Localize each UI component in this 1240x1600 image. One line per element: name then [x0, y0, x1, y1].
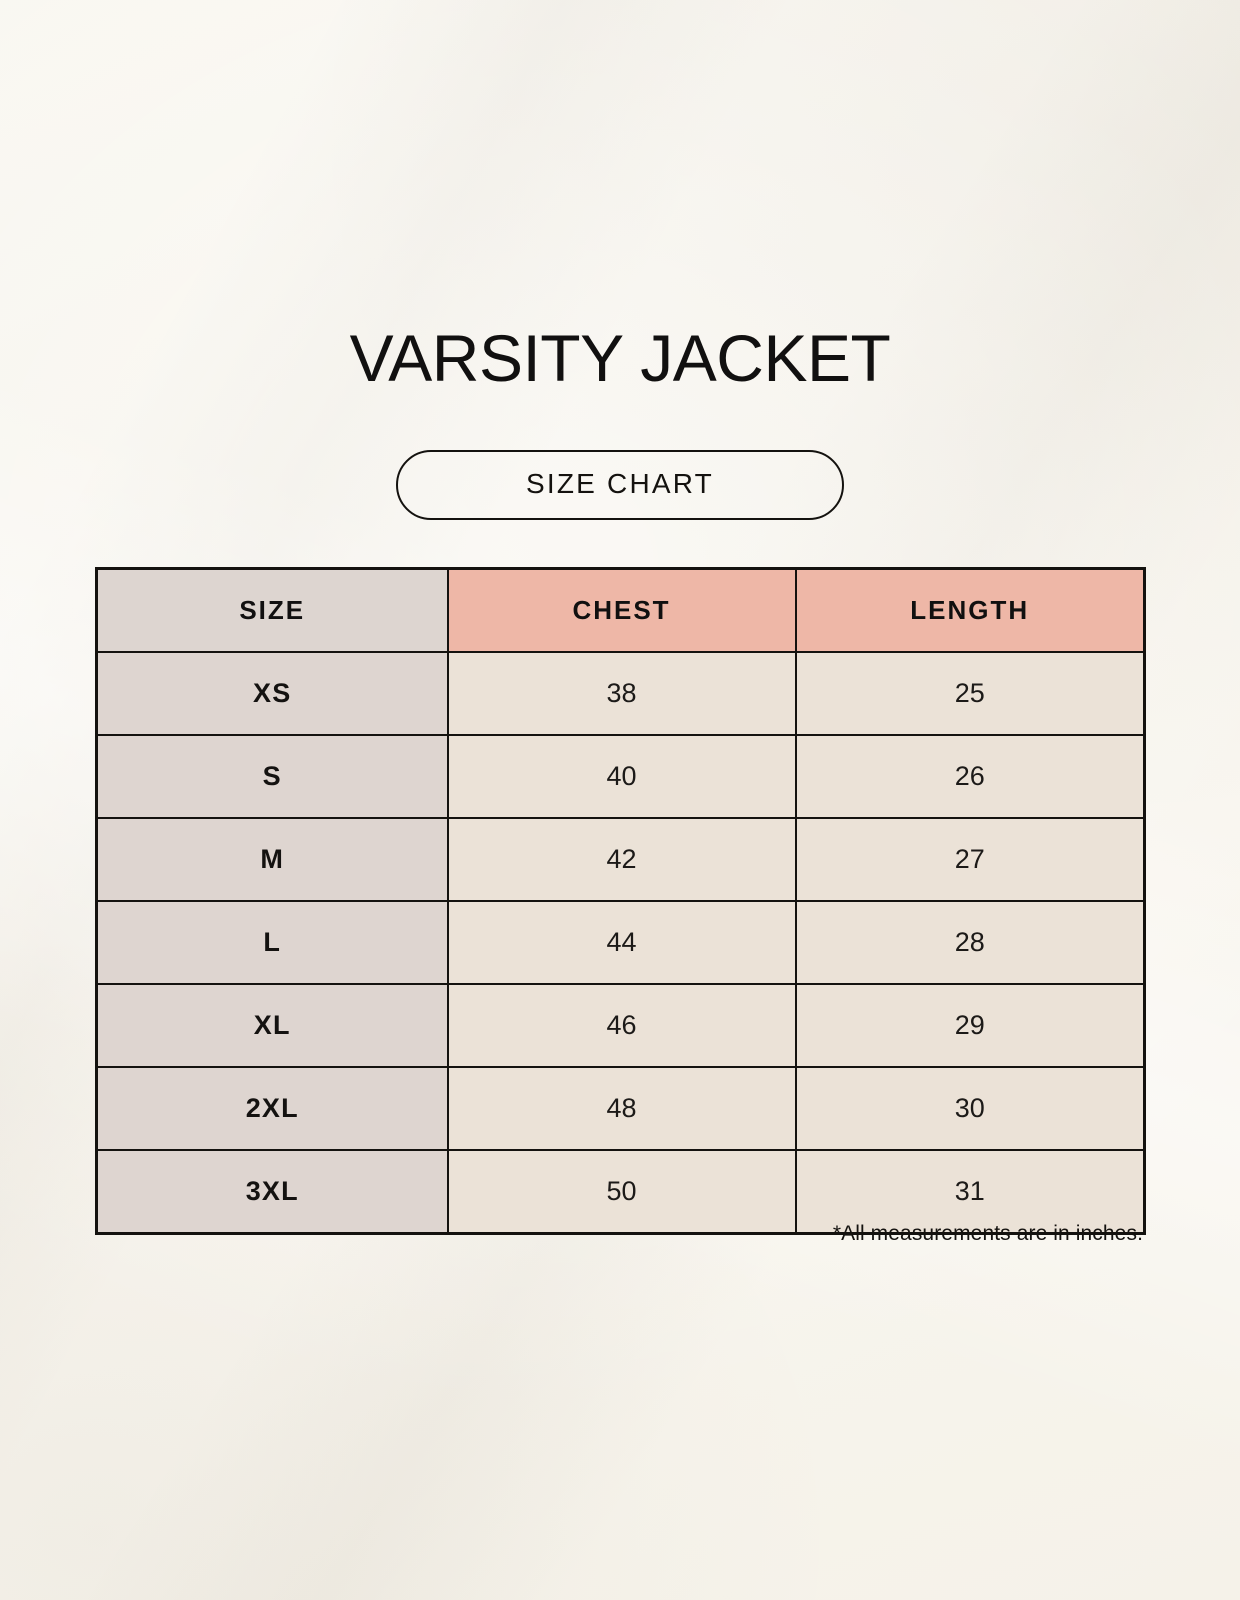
- cell-length: 25: [794, 651, 1146, 736]
- cell-chest: 48: [446, 1066, 797, 1151]
- page-title: VARSITY JACKET: [349, 321, 891, 395]
- cell-chest: 44: [446, 900, 797, 985]
- cell-size: XL: [95, 983, 449, 1068]
- table-row: S 40 26: [95, 734, 1146, 819]
- cell-length: 26: [794, 734, 1146, 819]
- table-row: L 44 28: [95, 900, 1146, 985]
- cell-length: 27: [794, 817, 1146, 902]
- table-row: 3XL 50 31: [95, 1149, 1146, 1235]
- cell-chest: 50: [446, 1149, 797, 1235]
- cell-size: 2XL: [95, 1066, 449, 1151]
- size-chart-badge: SIZE CHART: [396, 450, 844, 520]
- cell-size: 3XL: [95, 1149, 449, 1235]
- cell-chest: 42: [446, 817, 797, 902]
- table-row: XL 46 29: [95, 983, 1146, 1068]
- table-row: XS 38 25: [95, 651, 1146, 736]
- table-row: M 42 27: [95, 817, 1146, 902]
- cell-length: 30: [794, 1066, 1146, 1151]
- cell-size: S: [95, 734, 449, 819]
- cell-length: 28: [794, 900, 1146, 985]
- cell-size: XS: [95, 651, 449, 736]
- column-header-chest: CHEST: [446, 567, 797, 653]
- measurement-note: *All measurements are in inches.: [832, 1222, 1143, 1245]
- table-row: 2XL 48 30: [95, 1066, 1146, 1151]
- cell-chest: 40: [446, 734, 797, 819]
- cell-chest: 38: [446, 651, 797, 736]
- size-chart-table: SIZE CHEST LENGTH XS 38 25 S 40 26 M 42 …: [95, 567, 1146, 1235]
- column-header-length: LENGTH: [794, 567, 1146, 653]
- cell-size: L: [95, 900, 449, 985]
- cell-size: M: [95, 817, 449, 902]
- column-header-size: SIZE: [95, 567, 449, 653]
- cell-length: 31: [794, 1149, 1146, 1235]
- cell-chest: 46: [446, 983, 797, 1068]
- cell-length: 29: [794, 983, 1146, 1068]
- table-header-row: SIZE CHEST LENGTH: [95, 567, 1146, 653]
- badge-container: SIZE CHART: [0, 450, 1240, 520]
